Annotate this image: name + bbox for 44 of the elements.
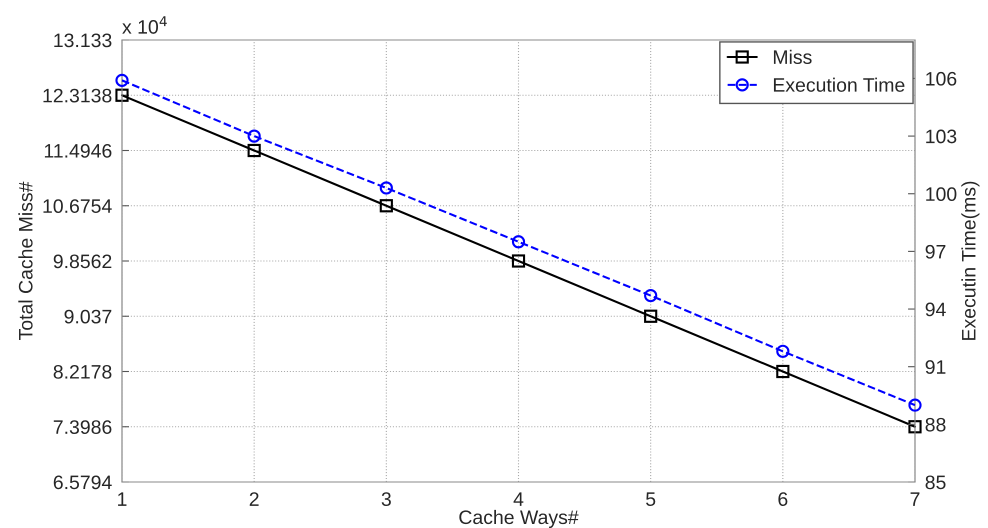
y-tick-label: 9.037 [64,310,112,324]
x-tick-label: 3 [382,492,391,506]
x-tick-label: 2 [250,492,259,506]
y2-tick-label: 91 [926,360,946,374]
legend-label: Execution Time [774,78,904,92]
y2-tick-label: 85 [926,475,946,490]
y-tick-label: 10.6754 [43,199,112,213]
y-tick-label: 8.2178 [54,364,112,379]
x-tick-label: 5 [646,492,656,506]
point [644,288,658,302]
legend-label: Miss [774,50,812,64]
point [115,88,129,102]
point [776,344,790,358]
x-tick-label: 1 [118,492,126,506]
y-tick-label: 9.8562 [54,254,112,268]
point [512,235,526,248]
y2-tick-label: 97 [926,244,946,259]
x-tick-label: 6 [778,492,788,506]
y-tick-label: 12.3138 [43,88,112,102]
x-axis-title: Cache Ways# [459,510,579,528]
y2-tick-label: 106 [926,72,956,86]
y2-tick-label: 103 [926,130,956,144]
y-tick-label: 11.4946 [44,144,112,158]
y-tick-label: 6.5794 [54,475,112,490]
text: x 10$^{4}$ [122,16,167,34]
point [248,144,261,158]
y2-tick-label: 100 [926,187,956,201]
y2-tick-label: 88 [926,418,946,432]
y-axis-title: Total Cache Miss# [18,182,33,340]
point [908,398,922,412]
point [776,364,790,378]
y2-tick-label: 94 [926,302,946,316]
y2-axis-title: Executin Time(ms) [961,182,980,340]
point [380,199,393,212]
y-tick-label: 13.133 [54,33,112,48]
point [248,129,261,143]
point [380,181,393,195]
point [512,254,526,268]
point [908,420,922,434]
x-tick-label: 4 [514,492,524,506]
point [115,74,129,87]
y-tick-label: 7.3986 [54,420,112,434]
point [644,310,658,323]
x-tick-label: 7 [910,492,920,506]
